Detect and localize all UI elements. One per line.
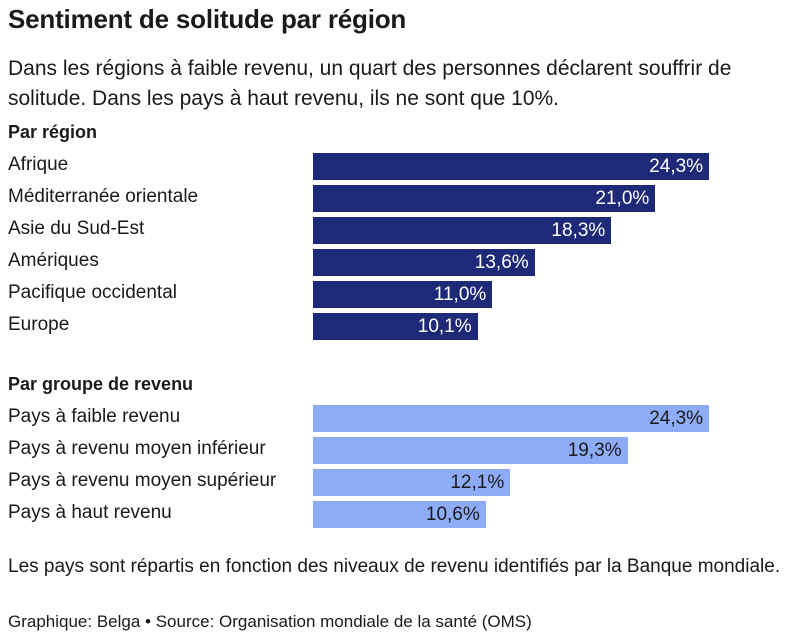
category-label: Europe [8, 314, 70, 335]
bar [313, 501, 486, 528]
data-label: 18,3% [551, 220, 606, 241]
data-label: 13,6% [474, 252, 529, 273]
category-label: Asie du Sud-Est [8, 218, 145, 239]
section-heading: Par région [8, 122, 98, 142]
category-label: Pays à haut revenu [8, 502, 172, 523]
data-label: 19,3% [567, 440, 622, 461]
category-label: Pays à faible revenu [8, 406, 181, 427]
chart-note: Les pays sont répartis en fonction des n… [8, 556, 781, 577]
bar [313, 405, 710, 432]
bar [313, 469, 511, 496]
category-label: Méditerranée orientale [8, 186, 199, 207]
bar [313, 249, 535, 276]
category-label: Pays à revenu moyen supérieur [8, 470, 277, 491]
bar [313, 281, 493, 308]
chart-subtitle: Dans les régions à faible revenu, un qua… [8, 57, 732, 110]
bar [313, 153, 710, 180]
category-label: Afrique [8, 154, 69, 175]
chart-title: Sentiment de solitude par région [8, 4, 407, 34]
category-label: Amériques [8, 250, 99, 271]
chart-credit: Graphique: Belga • Source: Organisation … [8, 612, 532, 631]
data-label: 11,0% [433, 284, 487, 305]
bar [313, 313, 478, 340]
section-heading: Par groupe de revenu [8, 374, 194, 394]
data-label: 21,0% [595, 188, 650, 209]
data-label: 12,1% [450, 472, 505, 493]
category-label: Pays à revenu moyen inférieur [8, 438, 266, 459]
data-label: 24,3% [649, 156, 704, 177]
category-label: Pacifique occidental [8, 282, 177, 303]
data-label: 24,3% [649, 408, 704, 429]
data-label: 10,1% [417, 316, 472, 337]
bar [313, 217, 612, 244]
data-label: 10,6% [425, 504, 480, 525]
bar [313, 437, 628, 464]
bar [313, 185, 656, 212]
